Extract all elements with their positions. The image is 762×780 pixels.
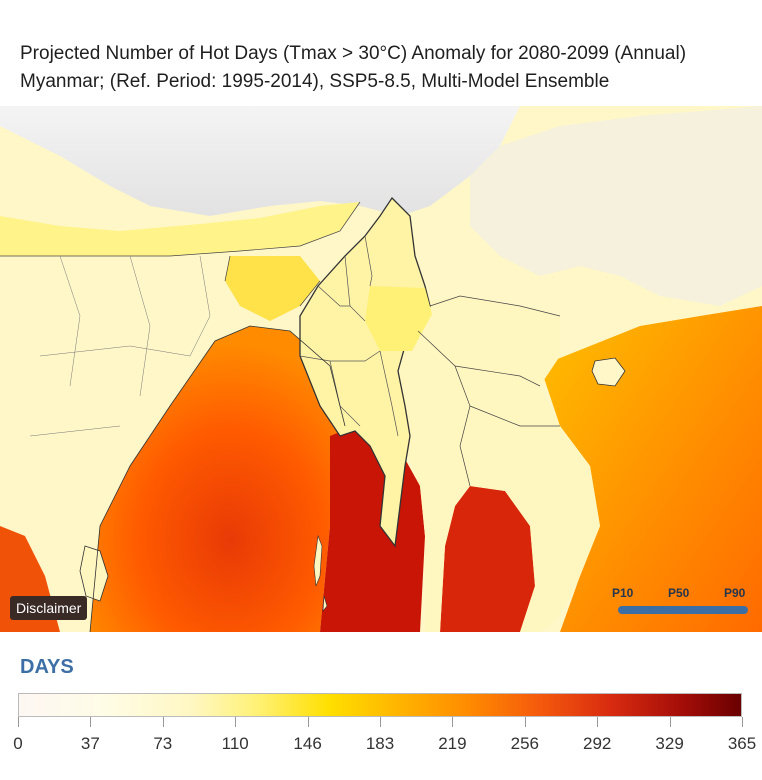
sri-lanka <box>79 545 109 602</box>
legend-tick-label: 365 <box>727 734 757 753</box>
legend-ticks <box>18 717 743 727</box>
myanmar-division-lines <box>299 235 399 437</box>
legend-tick-label: 219 <box>438 734 467 753</box>
legend-tick-mark <box>380 717 381 727</box>
legend-tick-label: 292 <box>583 734 612 753</box>
map-title: Projected Number of Hot Days (Tmax > 30°… <box>20 40 750 96</box>
color-scale-bar <box>18 693 742 717</box>
bay-of-bengal <box>90 326 345 632</box>
legend-labels: 0 37 73 110 146 183 219 256 292 329 365 <box>0 734 762 758</box>
gulf-of-thailand <box>440 486 535 632</box>
legend-tick-mark <box>18 717 19 727</box>
hainan-island <box>591 357 626 387</box>
disclaimer-button[interactable]: Disclaimer <box>10 596 88 620</box>
legend-tick-mark <box>524 717 526 727</box>
legend-tick-mark <box>742 717 743 727</box>
myanmar-central-region <box>365 286 432 351</box>
foothills-band <box>0 202 360 256</box>
legend-tick-label: 37 <box>80 734 100 753</box>
percentile-p50[interactable]: P50 <box>668 586 690 600</box>
legend-tick-mark <box>669 717 671 727</box>
map-title-line-2: Myanmar; (Ref. Period: 1995-2014), SSP5-… <box>20 71 610 92</box>
legend-tick-mark <box>452 717 454 727</box>
percentile-slider[interactable] <box>618 606 748 614</box>
bay-coastline <box>89 325 346 632</box>
legend-tick-label: 110 <box>221 734 249 753</box>
percentile-p10[interactable]: P10 <box>612 586 634 600</box>
legend-unit: DAYS <box>20 656 74 678</box>
percentile-selector: P10 P50 P90 <box>612 586 752 602</box>
bangladesh-yellow <box>225 256 320 321</box>
legend-tick-mark <box>235 717 237 727</box>
legend-tick-label: 146 <box>293 734 322 753</box>
legend-tick-label: 73 <box>153 734 173 753</box>
south-china-sea <box>540 306 762 632</box>
heatmap-map[interactable] <box>0 106 762 632</box>
map-canvas <box>0 106 762 632</box>
indochina-land <box>400 296 600 632</box>
legend-tick-mark <box>90 717 92 727</box>
legend-tick-label: 183 <box>365 734 395 753</box>
legend-tick-label: 256 <box>510 734 539 753</box>
india-state-lines <box>29 255 211 437</box>
legend-tick-mark <box>597 717 599 727</box>
legend-tick-mark <box>307 717 309 727</box>
legend-tick-label: 329 <box>655 734 684 753</box>
china-highlands <box>470 106 762 306</box>
andaman-islands <box>313 534 328 612</box>
percentile-p90[interactable]: P90 <box>724 586 746 600</box>
himalaya-plateau <box>0 106 520 216</box>
map-title-line-1: Projected Number of Hot Days (Tmax > 30°… <box>20 43 687 64</box>
country-borders <box>0 201 561 487</box>
legend-tick-mark <box>162 717 164 727</box>
legend-tick-label: 0 <box>13 734 23 753</box>
